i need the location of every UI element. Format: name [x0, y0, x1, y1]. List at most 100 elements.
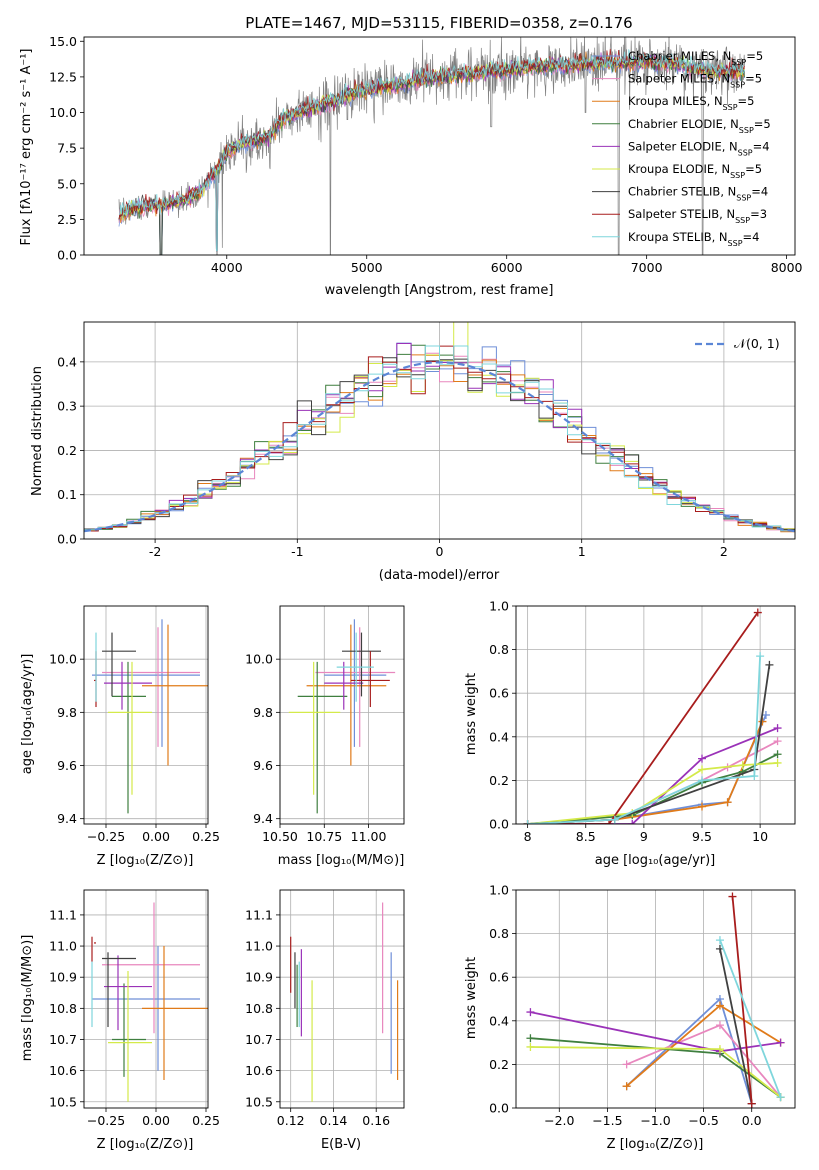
wZ-point-5 [526, 1042, 535, 1051]
legend-label-8: Kroupa STELIB, NSSP=4 [628, 230, 759, 248]
wZ-xtick-label: 0.0 [742, 1113, 762, 1128]
legend-label-3: Chabrier ELODIE, NSSP=5 [628, 117, 771, 135]
age-vs-mass-panel: 10.50 10.75 11.00 9.4 9.6 9.8 10.0 mass [log₁₀… [245, 605, 405, 868]
legend-label-7: Salpeter STELIB, NSSP=3 [628, 207, 767, 225]
wZ-point-4 [526, 1008, 535, 1017]
wZ-ytick-label: 1.0 [489, 883, 509, 898]
spectrum-ytick-label: 2.5 [57, 212, 77, 227]
massE-plot-area [290, 902, 399, 1102]
wAge-series-7 [527, 611, 759, 824]
wAge-frame [515, 605, 796, 825]
wAge-xtick-label: 9.5 [692, 829, 712, 844]
massE-ytick-label: 10.7 [245, 1032, 273, 1047]
wAge-point-5 [698, 765, 706, 774]
ageM-xtick-label: 10.50 [262, 829, 298, 844]
massZ-xlabel: Z [log₁₀(Z/Z⊙)] [97, 1137, 194, 1152]
wZ-ylabel: mass weight [464, 957, 479, 1039]
legend-label-0: Chabrier MILES, NSSP=5 [628, 49, 763, 67]
residuals-plot-area [84, 322, 795, 533]
wAge-ytick-label: 0.6 [489, 686, 509, 701]
legend-label-1: Salpeter MILES, NSSP=5 [628, 72, 762, 90]
wZ-xlabel: Z [log₁₀(Z/Z⊙)] [607, 1137, 704, 1152]
wZ-series-6 [719, 948, 753, 1104]
wZ-xtick-label: −0.5 [688, 1113, 718, 1128]
wAge-ylabel: mass weight [464, 673, 479, 755]
ageZ-xtick-label: −0.25 [87, 829, 125, 844]
residuals-ytick-label: 0.3 [57, 399, 77, 414]
wZ-ytick-label: 0.0 [489, 1101, 509, 1116]
ageZ-plot-area [92, 619, 208, 814]
spectrum-xtick-label: 5000 [351, 260, 383, 275]
wAge-point-4 [628, 820, 637, 824]
wAge-point-5 [773, 758, 782, 767]
wAge-series-1 [527, 740, 779, 824]
massZ-axes: −0.25 0.00 0.25 10.5 10.6 10.7 10.8 10.9 11.0 11.… [49, 889, 220, 1128]
wZ-ytick-label: 0.6 [489, 970, 509, 985]
massZ-xtick-label: 0.25 [192, 1113, 220, 1128]
wZ-point-2 [622, 1082, 631, 1091]
age-vs-Z-panel: −0.25 0.00 0.25 9.4 9.6 9.8 10.0 Z [log₁₀(Z/Z⊙… [20, 605, 220, 868]
ageZ-ytick-label: 9.4 [57, 811, 77, 826]
massE-ytick-label: 10.5 [245, 1094, 273, 1109]
ageM-ytick-label: 9.8 [253, 705, 273, 720]
ageZ-ylabel: age [log₁₀(age/yr)] [20, 654, 35, 775]
spectrum-ytick-label: 0.0 [57, 248, 77, 263]
residuals-xtick-label: 1 [578, 544, 586, 559]
wZ-ytick-label: 0.4 [489, 1013, 509, 1028]
spectrum-xtick-label: 8000 [771, 260, 803, 275]
wAge-point-8 [756, 652, 765, 661]
wZ-point-5 [715, 1045, 724, 1054]
wAge-point-4 [698, 754, 706, 763]
residual-hist-8 [84, 345, 795, 532]
massE-ytick-label: 10.6 [245, 1063, 273, 1078]
massZ-plot-area [91, 902, 208, 1102]
massE-frame [279, 889, 405, 1109]
spectrum-frame [83, 36, 796, 256]
massE-grid [280, 890, 404, 1108]
ageM-xlabel: mass [log₁₀(M/M⊙)] [278, 853, 405, 868]
massZ-ytick-label: 10.6 [49, 1063, 77, 1078]
wAge-xtick-label: 10 [752, 829, 768, 844]
legend-label-5: Kroupa ELODIE, NSSP=5 [628, 162, 762, 180]
wZ-series-7 [731, 896, 753, 1104]
spectrum-ytick-label: 10.0 [49, 105, 77, 120]
massZ-ytick-label: 10.8 [49, 1001, 77, 1016]
spectrum-model-line-8 [119, 49, 745, 252]
wAge-point-7 [605, 820, 613, 824]
residual-legend-label: 𝒩(0, 1) [734, 336, 780, 351]
wZ-point-1 [622, 1060, 631, 1069]
residuals-xtick-label: 2 [720, 544, 728, 559]
spectrum-xtick-label: 6000 [491, 260, 523, 275]
wAge-ytick-label: 0.0 [489, 817, 509, 832]
massZ-xtick-label: −0.25 [87, 1113, 125, 1128]
spectrum-xtick-label: 7000 [631, 260, 663, 275]
wAge-xtick-label: 8 [524, 829, 532, 844]
massZ-xtick-label: 0.00 [142, 1113, 170, 1128]
wAge-grid [516, 605, 795, 825]
spectrum-panel: 4000 5000 6000 7000 8000 0.0 2.5 5.0 7.5 10.0 12.5… [19, 34, 803, 298]
spectrum-ytick-label: 7.5 [57, 141, 77, 156]
spectrum-xtick-label: 4000 [211, 260, 243, 275]
wAge-point-1 [773, 737, 782, 746]
ageZ-frame [83, 605, 209, 825]
wAge-point-8 [698, 776, 706, 785]
residuals-ytick-label: 0.4 [57, 354, 77, 369]
wZ-point-3 [526, 1034, 535, 1043]
wAge-point-2 [698, 802, 706, 811]
massZ-ytick-label: 10.7 [49, 1032, 77, 1047]
spectrum-axes: 4000 5000 6000 7000 8000 0.0 2.5 5.0 7.5 10.0 12.5… [49, 34, 802, 275]
spectrum-ytick-label: 12.5 [49, 69, 77, 84]
mass-vs-Z-panel: −0.25 0.00 0.25 10.5 10.6 10.7 10.8 10.9 11.0 11.… [20, 889, 220, 1152]
wZ-point-7 [747, 1099, 756, 1108]
spectrum-plot-area [118, 37, 745, 255]
ageZ-grid [84, 606, 208, 824]
wAge-ytick-label: 0.4 [489, 729, 509, 744]
massZ-ylabel: mass [log₁₀(M/M⊙)] [20, 935, 35, 1062]
massZ-frame [83, 889, 209, 1109]
spectrum-ytick-label: 5.0 [57, 176, 77, 191]
massZ-ytick-label: 10.5 [49, 1094, 77, 1109]
massE-xtick-label: 0.12 [277, 1113, 305, 1128]
spectrum-legend: Chabrier MILES, NSSP=5 Salpeter MILES, NS… [592, 49, 771, 247]
ageZ-xlabel: Z [log₁₀(Z/Z⊙)] [97, 853, 194, 868]
wZ-frame [515, 889, 796, 1109]
